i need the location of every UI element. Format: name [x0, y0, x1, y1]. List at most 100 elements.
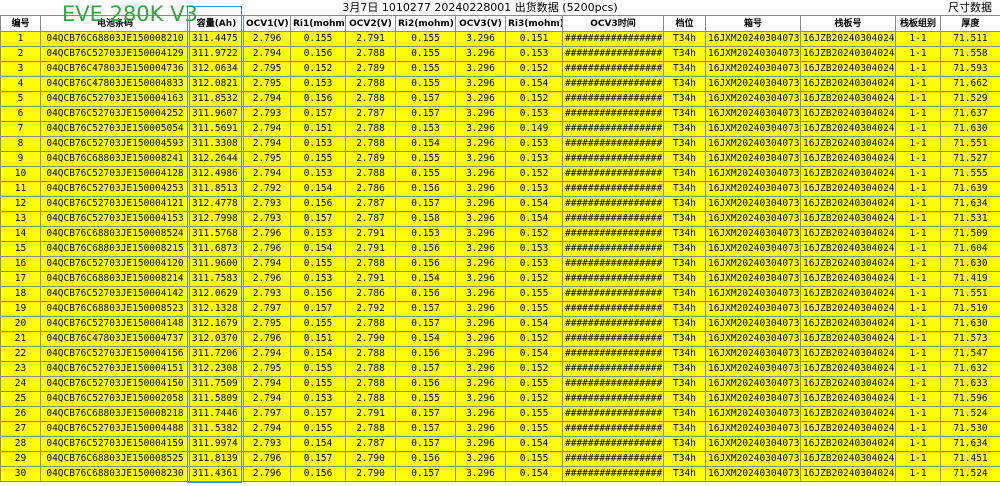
cell: ################# — [562, 466, 664, 482]
data-row: 7 04QCB76C52703JE150005054 311.5691 2.794 0.… — [0, 121, 1000, 137]
data-row: 13 04QCB76C52703JE150004153 312.7998 2.793 0… — [0, 211, 1000, 227]
cell: 0.156 — [395, 451, 456, 467]
cell: 71.531 — [940, 211, 1000, 227]
data-row: 19 04QCB76C68803JE150008523 312.1328 2.797 0… — [0, 301, 1000, 317]
cell: 3.296 — [455, 271, 506, 287]
header-cell: 电池条码 — [40, 15, 190, 32]
cell: 16JZB202403040247 — [800, 31, 896, 47]
cell: 16JZB202403040247 — [800, 451, 896, 467]
cell: 9 — [0, 151, 41, 167]
cell: 71.630 — [940, 316, 1000, 332]
cell: 16JZB202403040247 — [800, 121, 896, 137]
data-row: 4 04QCB76C47803JE150004833 312.0821 2.795 0.… — [0, 76, 1000, 92]
cell: 0.152 — [505, 391, 563, 407]
cell: 0.154 — [290, 241, 346, 257]
cell: 16JZB202403040247 — [800, 361, 896, 377]
cell: T34h — [663, 46, 706, 62]
data-row: 29 04QCB76C68803JE150008525 311.8139 2.796 0… — [0, 451, 1000, 467]
cell: ################# — [562, 286, 664, 302]
cell: 311.5382 — [189, 421, 244, 437]
cell: ################# — [562, 241, 664, 257]
header-cell: 厚度 — [940, 15, 1000, 32]
cell: 04QCB76C52703JE150004252 — [40, 106, 190, 122]
cell: 11 — [0, 181, 41, 197]
cell: 3.296 — [455, 451, 506, 467]
cell: 71.451 — [940, 451, 1000, 467]
cell: 0.153 — [505, 106, 563, 122]
cell: 3.296 — [455, 46, 506, 62]
cell: 0.149 — [505, 121, 563, 137]
cell: 0.157 — [395, 421, 456, 437]
cell: 04QCB76C52703JE150004593 — [40, 136, 190, 152]
cell: 2.786 — [345, 286, 396, 302]
cell: 0.153 — [290, 271, 346, 287]
cell: 04QCB76C52703JE150004488 — [40, 421, 190, 437]
cell: 1-1 — [895, 166, 941, 182]
cell: 0.155 — [395, 391, 456, 407]
cell: 16JXM202403040739 — [705, 286, 801, 302]
cell: 2.795 — [243, 361, 291, 377]
cell: 312.0821 — [189, 76, 244, 92]
cell: 2.788 — [345, 76, 396, 92]
cell: T34h — [663, 196, 706, 212]
cell: T34h — [663, 286, 706, 302]
cell: 2.789 — [345, 151, 396, 167]
cell: 0.157 — [395, 106, 456, 122]
cell: 0.151 — [290, 331, 346, 347]
cell: 04QCB76C68803JE150008214 — [40, 271, 190, 287]
cell: 71.530 — [940, 421, 1000, 437]
cell: 3.296 — [455, 136, 506, 152]
data-row: 12 04QCB76C52703JE150004121 312.4778 2.793 0… — [0, 196, 1000, 212]
cell: 16JXM202403040739 — [705, 76, 801, 92]
data-row: 1 04QCB76C68803JE150008210 311.4475 2.796 0.… — [0, 31, 1000, 47]
data-row: 14 04QCB76C68803JE150008524 311.5768 2.796 0… — [0, 226, 1000, 242]
cell: 04QCB76C68803JE150008525 — [40, 451, 190, 467]
cell: 0.152 — [505, 166, 563, 182]
cell: 0.154 — [505, 346, 563, 362]
cell: ################# — [562, 151, 664, 167]
cell: 0.154 — [395, 331, 456, 347]
cell: 04QCB76C52703JE150004159 — [40, 436, 190, 452]
cell: 0.156 — [290, 196, 346, 212]
cell: 2.786 — [345, 181, 396, 197]
cell: 2.796 — [243, 241, 291, 257]
cell: 04QCB76C68803JE150008218 — [40, 406, 190, 422]
cell: 16JXM202403040739 — [705, 421, 801, 437]
cell: 04QCB76C52703JE150004253 — [40, 181, 190, 197]
cell: 1-1 — [895, 61, 941, 77]
cell: ################# — [562, 391, 664, 407]
cell: 2.791 — [345, 226, 396, 242]
cell: T34h — [663, 91, 706, 107]
cell: 16JZB202403040247 — [800, 166, 896, 182]
cell: 0.152 — [505, 61, 563, 77]
cell: 16JZB202403040247 — [800, 376, 896, 392]
cell: 16JZB202403040247 — [800, 226, 896, 242]
cell: 1-1 — [895, 211, 941, 227]
cell: 71.524 — [940, 466, 1000, 482]
cell: 2.788 — [345, 376, 396, 392]
cell: ################# — [562, 106, 664, 122]
header-cell: OCV1(V) — [243, 15, 291, 32]
cell: 0.155 — [395, 31, 456, 47]
cell: T34h — [663, 166, 706, 182]
cell: 0.154 — [505, 76, 563, 92]
cell: 16JZB202403040247 — [800, 466, 896, 482]
cell: 0.151 — [505, 31, 563, 47]
cell: 0.153 — [505, 136, 563, 152]
cell: 0.152 — [505, 331, 563, 347]
cell: 5 — [0, 91, 41, 107]
cell: 0.156 — [395, 376, 456, 392]
cell: 16JZB202403040247 — [800, 181, 896, 197]
header-cell: Ri2(mohm) — [395, 15, 456, 32]
cell: 0.154 — [395, 271, 456, 287]
cell: 27 — [0, 421, 41, 437]
cell: 04QCB76C52703JE150004163 — [40, 91, 190, 107]
cell: 2.796 — [243, 466, 291, 482]
cell: 0.152 — [505, 226, 563, 242]
cell: 71.524 — [940, 406, 1000, 422]
cell: 2.788 — [345, 316, 396, 332]
cell: 0.155 — [505, 376, 563, 392]
cell: 2.794 — [243, 46, 291, 62]
cell: 2.796 — [243, 331, 291, 347]
cell: 1-1 — [895, 91, 941, 107]
